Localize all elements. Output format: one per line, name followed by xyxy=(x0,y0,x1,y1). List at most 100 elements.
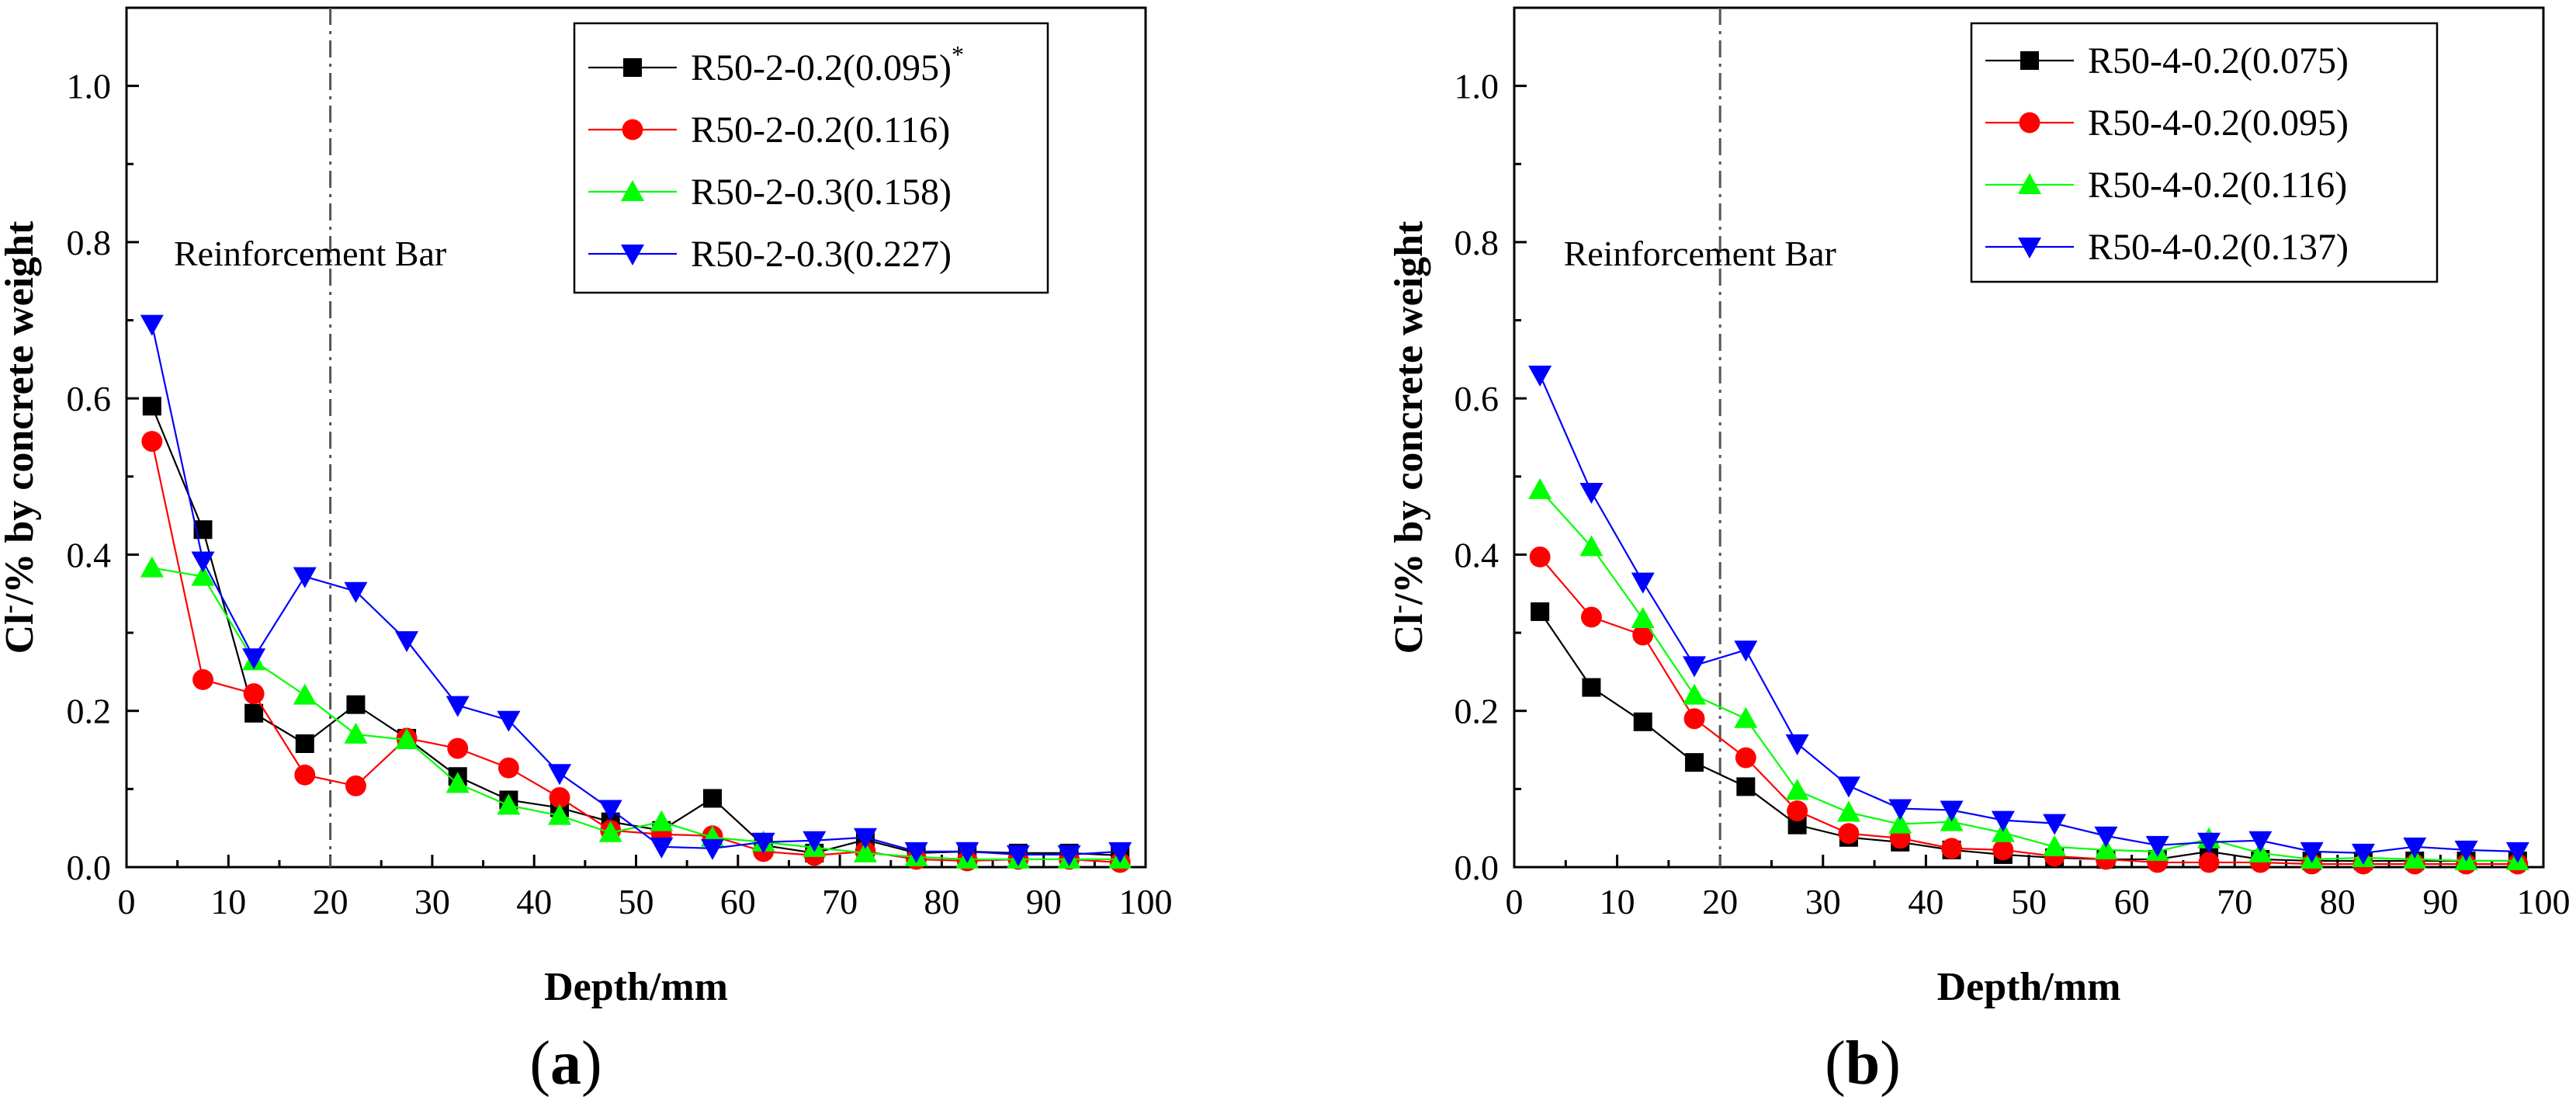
chart-b-legend-label: R50-4-0.2(0.095) xyxy=(2088,102,2349,144)
chart-b-series-4-point xyxy=(2351,843,2375,865)
chart-b-series-2-point xyxy=(1735,747,1756,769)
chart-a-series-2-point xyxy=(192,669,213,690)
chart-b-y-tick-label: 0.6 xyxy=(1454,379,1499,418)
chart-a-series-4-point xyxy=(598,800,622,821)
chart-b-series-2-point xyxy=(1683,708,1705,730)
chart-a-series-3-point xyxy=(497,793,521,815)
chart-b-series-4-point xyxy=(1528,365,1552,387)
chart-b-y-tick-label: 0.8 xyxy=(1454,223,1499,262)
chart-a-x-tick-label: 70 xyxy=(822,882,858,921)
chart-b-series-line-4 xyxy=(1539,374,2518,854)
chart-b-series-4-point xyxy=(1734,640,1758,662)
chart-a-series-1-point xyxy=(142,397,161,416)
chart-a-series-2-point xyxy=(498,757,519,779)
chart-b-series-3-point xyxy=(2043,835,2067,856)
chart-b-series-4-point xyxy=(1940,800,1964,822)
chart-a-series-2-point xyxy=(294,764,316,786)
chart-a-x-tick-label: 60 xyxy=(720,882,756,921)
chart-a-series-3-point xyxy=(446,772,470,793)
chart-b-x-axis-title: Depth/mm xyxy=(1937,965,2121,1009)
chart-a-series-4-point xyxy=(751,832,775,854)
chart-b-series-3-point xyxy=(1734,706,1758,728)
chart-a-series-4-point xyxy=(853,828,877,849)
chart-a-y-tick-label: 0.4 xyxy=(67,535,112,574)
chart-a-reinforcement-label: Reinforcement Bar xyxy=(174,234,446,273)
chart-b-series-4-point xyxy=(1579,482,1603,504)
chart-a-legend-marker xyxy=(622,119,643,141)
chart-panel-b: 0 10 20 30 40 50 60 70 80 90 100 0.0 0.2 0.4 0.6 0.8 1.0… xyxy=(1288,0,2576,1107)
chart-b-x-tick-label: 80 xyxy=(2320,882,2356,921)
chart-a-series-4-point xyxy=(1108,842,1132,863)
chart-b-series-line-2 xyxy=(1539,556,2518,866)
chart-b-series-4-point xyxy=(1991,810,2015,832)
chart-a-x-tick-label: 40 xyxy=(516,882,552,921)
chart-a-series-3-point xyxy=(140,556,164,578)
chart-b-series-4-point xyxy=(2403,837,2427,859)
chart-a-series-3-point xyxy=(650,810,674,831)
chart-a-series-4-point xyxy=(650,837,674,859)
chart-a-series-4-point xyxy=(395,631,419,653)
chart-b-series-2-point xyxy=(1787,800,1808,821)
chart-b-series-2-point xyxy=(1632,624,1654,646)
chart-b-series-line-3 xyxy=(1539,489,2518,862)
chart-a-series-4-point xyxy=(700,838,724,860)
chart-a-series-2-point xyxy=(549,786,570,808)
chart-b-series-1-point xyxy=(1685,753,1704,772)
chart-b-legend-label: R50-4-0.2(0.075) xyxy=(2088,40,2349,82)
chart-a-series-1-point xyxy=(702,789,722,808)
chart-b-y-tick-label: 0.4 xyxy=(1454,535,1499,574)
chart-a-legend-label: R50-2-0.3(0.158) xyxy=(691,172,952,213)
chart-b-series-4-point xyxy=(2043,814,2067,835)
panel-label-b: (b) xyxy=(1825,1029,1901,1098)
chart-a-y-tick-label: 0.2 xyxy=(67,692,112,731)
chart-b-series-1-point xyxy=(1582,678,1601,697)
chart-a-x-axis-title: Depth/mm xyxy=(544,965,728,1009)
chart-b-series-3-point xyxy=(1888,812,1912,834)
chart-b-y-tick-label: 0.0 xyxy=(1454,848,1499,887)
chart-a-legend-label: R50-2-0.2(0.095)* xyxy=(691,40,964,88)
chart-b-series-3-point xyxy=(1785,779,1809,800)
chart-a-series-4-point xyxy=(191,551,215,573)
chart-b-series-1-point xyxy=(1633,712,1652,731)
chart-b-series-3-point xyxy=(2094,838,2118,859)
chart-b-series-1-point xyxy=(1736,777,1756,796)
chart-b-legend-marker xyxy=(2020,51,2039,70)
chart-a: 0 10 20 30 40 50 60 70 80 90 100 0.0 0.2 0.4 0.6 0.8 1.0… xyxy=(0,6,1173,1009)
chart-b-series-4-point xyxy=(1683,656,1707,678)
chart-a-series-4-point xyxy=(344,581,368,603)
chart-b-x-tick-label: 10 xyxy=(1600,882,1635,921)
chart-a-series-4-point xyxy=(446,696,470,717)
chart-a-series-3-point xyxy=(853,841,877,862)
chart-a-series-4-point xyxy=(293,567,317,588)
chart-b-x-tick-label: 60 xyxy=(2114,882,2150,921)
chart-b-legend-label: R50-4-0.2(0.137) xyxy=(2088,227,2349,268)
chart-a-series-3-point xyxy=(191,564,215,586)
chart-b-series-2-point xyxy=(1838,823,1860,845)
chart-b-series-line-1 xyxy=(1539,611,2518,862)
chart-a-x-tick-label: 0 xyxy=(118,882,136,921)
chart-a-series-2-point xyxy=(243,683,265,705)
chart-a-x-tick-label: 20 xyxy=(313,882,348,921)
chart-b-legend-marker xyxy=(2018,173,2041,194)
chart-a-x-tick-label: 50 xyxy=(619,882,654,921)
chart-a-series-3-point xyxy=(293,683,317,705)
chart-a-series-4-point xyxy=(1006,845,1030,866)
chart-b-legend-label: R50-4-0.2(0.116) xyxy=(2088,165,2347,206)
chart-a-legend-marker xyxy=(623,58,642,77)
chart-panel-a: 0 10 20 30 40 50 60 70 80 90 100 0.0 0.2 0.4 0.6 0.8 1.0… xyxy=(0,6,1173,1098)
chart-b-series-4-point xyxy=(1836,776,1860,798)
chart-a-legend-label: R50-2-0.3(0.227) xyxy=(691,234,952,275)
chart-b-x-tick-label: 0 xyxy=(1506,882,1524,921)
chart-a-series-line-1 xyxy=(151,405,1121,857)
chart-a-x-tick-label: 100 xyxy=(1119,882,1173,921)
chart-b-series-3-point xyxy=(1836,800,1860,822)
chart-a-legend-marker xyxy=(621,180,644,201)
chart-a-series-line-2 xyxy=(151,441,1121,864)
chart-a-y-tick-label: 0.0 xyxy=(67,848,112,887)
chart-b-series-3-point xyxy=(1683,683,1707,705)
chart-a-series-3-point xyxy=(598,821,622,842)
chart-b-series-4-point xyxy=(2454,840,2478,862)
chart-b-series-4-point xyxy=(2248,831,2273,852)
chart-b-x-tick-label: 30 xyxy=(1805,882,1841,921)
chart-b-y-axis-title: Cl-/% by concrete weight xyxy=(1384,220,1431,654)
